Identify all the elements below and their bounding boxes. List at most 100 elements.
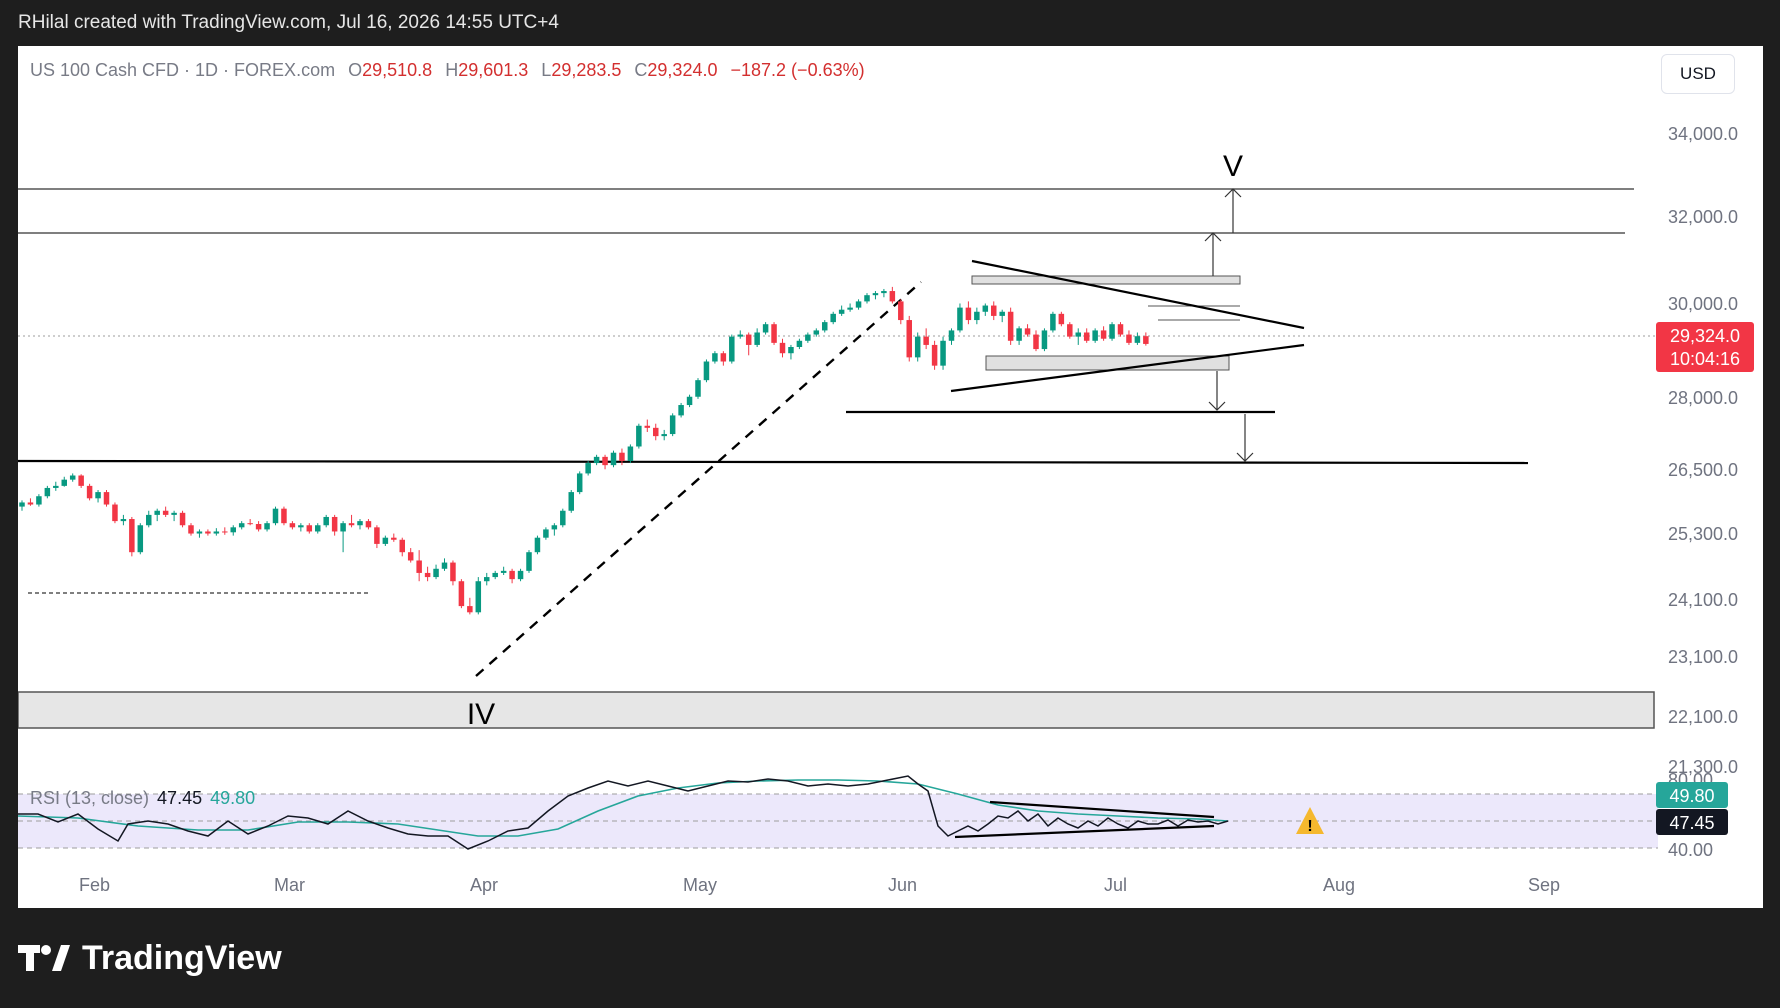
candle-body xyxy=(416,560,422,573)
candle-body xyxy=(433,568,439,578)
candle-body xyxy=(86,485,93,499)
candle-body xyxy=(154,510,160,515)
candle-body xyxy=(703,361,710,381)
range-box-top xyxy=(971,275,1241,285)
high-label: H xyxy=(445,60,459,80)
wave-v-label: V xyxy=(1223,150,1243,183)
candle-body xyxy=(1134,336,1141,343)
candle-body xyxy=(754,332,760,345)
candle-body xyxy=(1143,336,1149,344)
candle-body xyxy=(940,340,946,366)
y-tick: 21,300.0 xyxy=(1668,757,1738,777)
price-tag xyxy=(1656,322,1754,372)
candle-body xyxy=(509,570,515,580)
wave-iv-label: IV xyxy=(467,698,495,731)
open-value: 29,510.8 xyxy=(362,60,433,80)
candle-body xyxy=(720,353,727,362)
candle-body xyxy=(636,425,642,447)
candle-body xyxy=(1117,324,1124,335)
candle-body xyxy=(95,492,101,499)
candle-body xyxy=(323,516,329,526)
rsi-label: RSI (13, close) xyxy=(30,788,150,808)
candle-body xyxy=(847,307,853,310)
candle-body xyxy=(399,539,405,553)
candle-body xyxy=(340,523,346,532)
candle-body xyxy=(745,334,752,345)
candle-body xyxy=(230,527,236,533)
candle-body xyxy=(838,309,845,314)
candle-body xyxy=(171,512,177,515)
candle-body xyxy=(1033,334,1039,350)
candle-body xyxy=(1067,324,1073,337)
candle-body xyxy=(855,301,862,308)
candle-body xyxy=(627,446,634,461)
tradingview-logo[interactable]: TradingView xyxy=(18,938,282,978)
rsi-ma-tag-value: 49.80 xyxy=(1669,786,1714,806)
rsi-tick: 40.00 xyxy=(1668,840,1713,860)
candle-body xyxy=(737,334,743,337)
candle-body xyxy=(281,508,287,524)
candle-body xyxy=(458,581,465,607)
candle-body xyxy=(441,562,448,569)
candle-body xyxy=(391,537,397,540)
y-tick: 23,100.0 xyxy=(1668,647,1738,667)
candle-body xyxy=(686,396,693,406)
candle-body xyxy=(27,502,34,505)
candle-body xyxy=(762,324,769,333)
candle-body xyxy=(53,485,59,488)
price-tag-countdown: 10:04:16 xyxy=(1670,349,1740,369)
candle-body xyxy=(196,531,203,534)
created-with-caption: RHilal created with TradingView.com, Jul… xyxy=(18,12,559,33)
candle-body xyxy=(695,380,701,397)
candle-body xyxy=(796,340,803,347)
candle-body xyxy=(931,344,938,366)
brand-name: TradingView xyxy=(82,938,282,977)
candle-body xyxy=(467,606,473,613)
candle-body xyxy=(500,570,507,573)
candle-body xyxy=(560,510,566,526)
candle-body xyxy=(348,523,355,526)
warning-icon[interactable] xyxy=(1296,807,1324,834)
candle-body xyxy=(450,562,456,582)
candle-body xyxy=(1075,332,1081,337)
candle-body xyxy=(188,525,194,534)
close-value: 29,324.0 xyxy=(647,60,718,80)
y-tick: 26,500.0 xyxy=(1668,460,1738,480)
currency-button[interactable]: USD xyxy=(1661,54,1735,94)
candle-body xyxy=(526,552,532,571)
candle-body xyxy=(238,523,245,528)
candle-body xyxy=(771,324,777,343)
candle-body xyxy=(889,291,896,302)
warning-icon-mark: ! xyxy=(1307,818,1312,835)
candle-body xyxy=(112,504,118,522)
rsi-legend: RSI (13, close) 47.45 49.80 xyxy=(30,788,255,809)
candle-body xyxy=(424,572,431,578)
candle-body xyxy=(881,291,887,294)
candle-body xyxy=(534,537,541,553)
arrow-up-1-head xyxy=(1204,232,1222,242)
candle-body xyxy=(948,330,955,341)
price-tag-price: 29,324.0 xyxy=(1670,326,1740,346)
candle-body xyxy=(1058,313,1065,325)
candle-body xyxy=(162,510,169,515)
candle-body xyxy=(593,456,600,464)
candle-body xyxy=(805,334,811,341)
range-box-bottom xyxy=(985,355,1230,371)
candle-body xyxy=(813,330,820,335)
x-tick: Apr xyxy=(470,875,498,895)
close-label: C xyxy=(634,60,648,80)
candle-body xyxy=(830,313,836,323)
price-axis: 34,000.0 32,000.0 30,000.0 28,000.0 26,5… xyxy=(1668,124,1738,860)
y-tick: 22,100.0 xyxy=(1668,707,1738,727)
candle-body xyxy=(272,508,279,524)
rsi-triangle-upper xyxy=(989,800,1215,819)
candle-body xyxy=(1016,328,1022,341)
candle-body xyxy=(78,475,84,486)
candle-body xyxy=(1092,330,1098,341)
candle-body xyxy=(382,537,389,544)
chart-panel[interactable]: ! V IV 34,000.0 32,000.0 30,000.0 28,000… xyxy=(17,46,1763,908)
high-value: 29,601.3 xyxy=(458,60,529,80)
price-chart-svg[interactable]: ! V IV 34,000.0 32,000.0 30,000.0 28,000… xyxy=(17,46,1763,908)
triangle-lower xyxy=(950,343,1305,393)
rsi-line xyxy=(18,775,1229,850)
